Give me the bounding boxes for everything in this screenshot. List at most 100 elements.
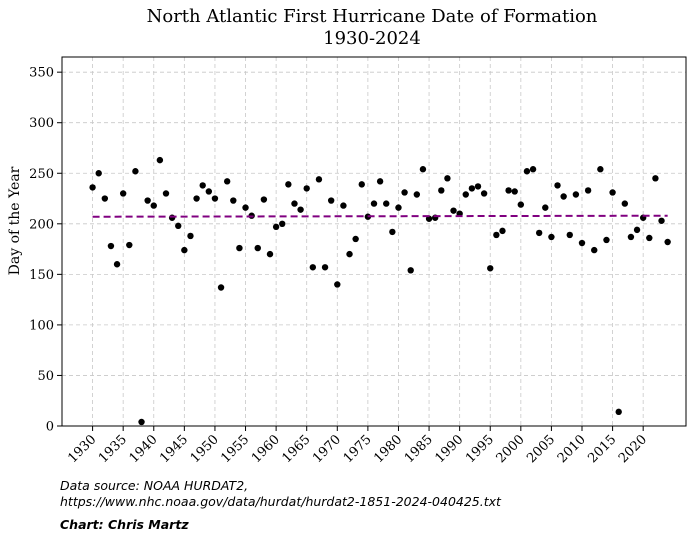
data-point xyxy=(609,189,616,196)
data-point xyxy=(542,204,549,211)
data-point xyxy=(615,408,622,416)
data-point xyxy=(376,178,384,185)
data-point xyxy=(529,166,537,173)
y-tick-label: 100 xyxy=(29,318,54,333)
data-point xyxy=(389,228,396,236)
data-point xyxy=(236,244,243,252)
data-point xyxy=(395,204,402,211)
data-point xyxy=(175,222,182,230)
data-point xyxy=(554,182,561,189)
x-tick-label: 2020 xyxy=(616,432,650,466)
data-point xyxy=(266,250,274,258)
data-point xyxy=(132,168,139,175)
x-tick-label: 1940 xyxy=(127,432,161,466)
data-point xyxy=(260,196,268,203)
data-point xyxy=(279,220,286,228)
x-tick-label: 1990 xyxy=(432,432,466,466)
data-point xyxy=(205,188,213,195)
plot-frame xyxy=(61,56,687,427)
x-tick-label: 2005 xyxy=(524,432,558,466)
data-point xyxy=(658,217,665,224)
data-point xyxy=(511,188,518,195)
data-point xyxy=(321,264,329,271)
data-point xyxy=(242,204,249,211)
data-point xyxy=(272,223,280,231)
data-point xyxy=(444,175,451,182)
y-tick-label: 250 xyxy=(29,167,54,182)
x-tick-label: 1975 xyxy=(341,432,375,466)
data-point xyxy=(407,267,414,274)
data-point xyxy=(535,229,543,237)
trend-line xyxy=(92,214,668,218)
data-point xyxy=(107,242,115,250)
data-point xyxy=(230,197,237,204)
data-point xyxy=(138,418,145,426)
data-point xyxy=(303,185,310,192)
data-point xyxy=(560,193,567,200)
data-point xyxy=(468,185,476,192)
y-tick-label: 150 xyxy=(29,268,54,283)
data-point xyxy=(438,187,445,194)
data-point xyxy=(193,195,200,202)
x-tick-label: 1960 xyxy=(249,432,283,466)
x-tick-label: 1950 xyxy=(188,432,222,466)
data-point xyxy=(603,236,610,244)
data-point xyxy=(187,232,194,240)
data-point xyxy=(126,241,133,249)
data-point xyxy=(346,250,353,258)
x-tick-label: 1955 xyxy=(218,432,252,466)
data-point xyxy=(223,178,231,185)
data-point xyxy=(327,197,335,204)
data-point xyxy=(493,231,500,239)
data-point xyxy=(168,214,176,221)
data-point xyxy=(584,187,592,194)
data-point xyxy=(297,206,304,213)
data-point xyxy=(162,190,170,197)
data-point xyxy=(633,226,641,234)
data-point xyxy=(358,181,365,188)
data-point xyxy=(101,195,109,202)
data-point xyxy=(334,281,341,288)
data-point xyxy=(474,183,482,190)
x-tick-label: 1935 xyxy=(96,432,130,466)
x-tick-label: 1970 xyxy=(310,432,344,466)
data-point xyxy=(652,175,659,182)
data-point xyxy=(113,261,121,268)
data-point xyxy=(425,215,433,222)
data-point xyxy=(413,191,421,198)
data-point xyxy=(181,246,188,254)
axes: 0501001502002503003501930193519401945195… xyxy=(29,66,650,467)
x-tick-label: 2015 xyxy=(585,432,619,466)
data-point xyxy=(285,181,292,188)
data-point xyxy=(646,234,653,242)
data-point xyxy=(211,195,219,202)
y-axis-label: Day of the Year xyxy=(7,166,23,275)
data-point xyxy=(505,187,512,194)
data-point xyxy=(401,189,408,196)
data-point xyxy=(144,197,151,204)
data-point xyxy=(419,166,427,173)
x-tick-label: 1985 xyxy=(402,432,436,466)
data-point xyxy=(199,182,206,189)
data-source-line-1: Data source: NOAA HURDAT2, xyxy=(60,478,249,493)
data-source-line-2: https://www.nhc.noaa.gov/data/hurdat/hur… xyxy=(60,494,501,509)
x-tick-label: 2010 xyxy=(555,432,589,466)
y-tick-label: 50 xyxy=(37,369,54,384)
chart-title-line-1: North Atlantic First Hurricane Date of F… xyxy=(146,6,598,27)
data-point xyxy=(352,235,359,243)
data-point xyxy=(517,201,525,208)
data-point xyxy=(566,231,573,239)
x-tick-label: 1945 xyxy=(157,432,191,466)
x-tick-label: 1930 xyxy=(65,432,99,466)
data-point xyxy=(95,170,102,177)
x-tick-label: 2000 xyxy=(494,432,528,466)
x-tick-label: 1965 xyxy=(280,432,314,466)
data-point xyxy=(340,202,347,209)
y-tick-label: 300 xyxy=(29,116,54,131)
data-point xyxy=(156,156,164,164)
data-point xyxy=(578,239,586,247)
data-point xyxy=(591,246,598,254)
data-point xyxy=(548,233,555,241)
data-point xyxy=(572,191,580,198)
